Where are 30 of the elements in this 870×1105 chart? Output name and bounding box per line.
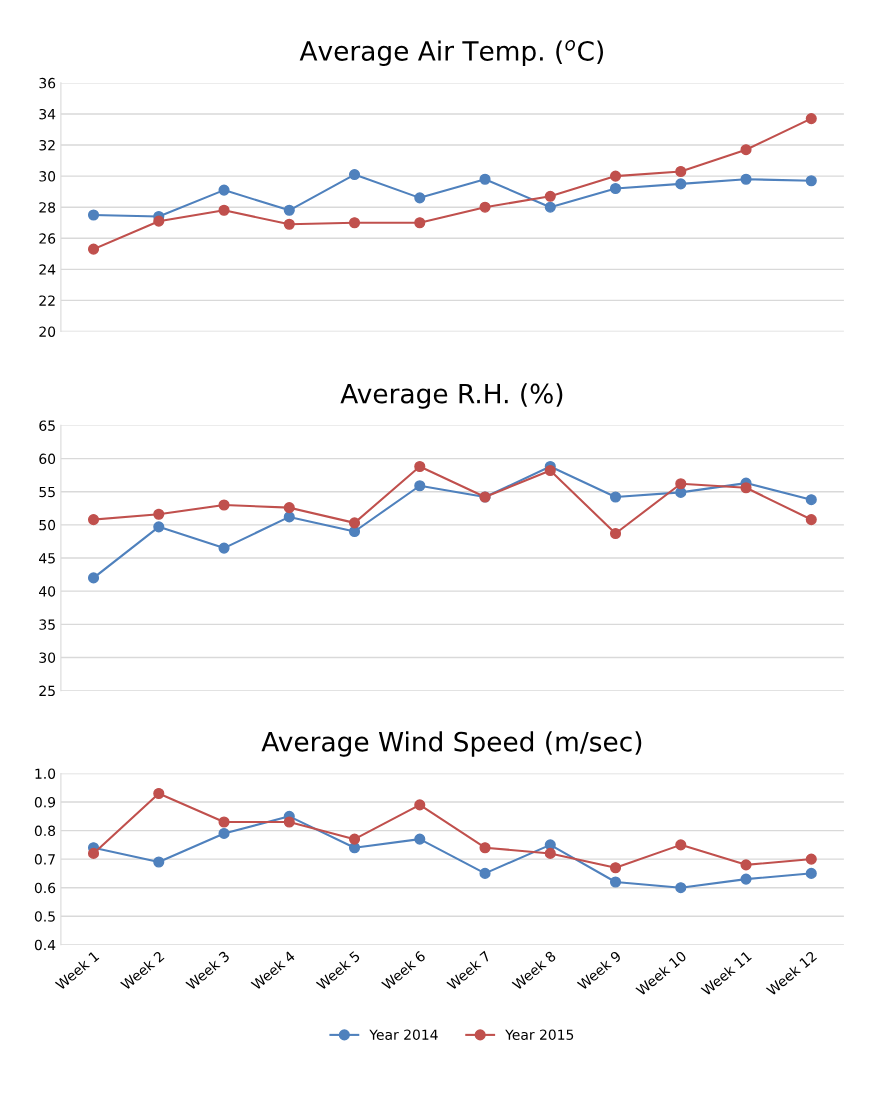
y-tick-label: 1.0 [35,768,56,779]
y-tick-label: 25 [39,685,55,697]
y-tick-label: 24 [39,264,56,275]
y-tick-label: 34 [39,108,56,120]
y-tick-label: 0.9 [34,797,56,808]
y-tick-label: 0.8 [34,825,56,837]
y-tick-label: 28 [39,202,56,213]
y-tick-label: 50 [39,519,56,531]
y-tick-label: 65 [39,420,55,431]
y-tick-label: 20 [39,326,56,337]
chart-title: Average R.H. (%) [340,383,563,409]
y-tick-label: 35 [39,619,55,630]
y-tick-label: 30 [39,652,56,663]
legend-label: Year 2015 [505,1029,574,1040]
chart-title: Average Air Temp. ($^{o}$C) [299,40,604,66]
y-tick-label: 0.7 [34,854,55,865]
y-tick-label: 40 [39,586,56,597]
y-tick-label: 0.5 [34,911,55,922]
y-tick-label: 32 [39,140,55,151]
y-tick-label: 45 [39,553,55,564]
y-tick-label: 26 [39,233,56,244]
legend-label: Year 2014 [369,1029,438,1040]
y-tick-label: 55 [39,486,55,498]
chart-title: Average Wind Speed (m/sec) [261,731,642,757]
y-tick-label: 0.4 [34,939,56,951]
y-tick-label: 30 [39,171,56,182]
y-tick-label: 36 [39,77,56,89]
y-tick-label: 22 [39,295,55,306]
y-tick-label: 0.6 [34,882,56,894]
y-tick-label: 60 [39,453,56,465]
